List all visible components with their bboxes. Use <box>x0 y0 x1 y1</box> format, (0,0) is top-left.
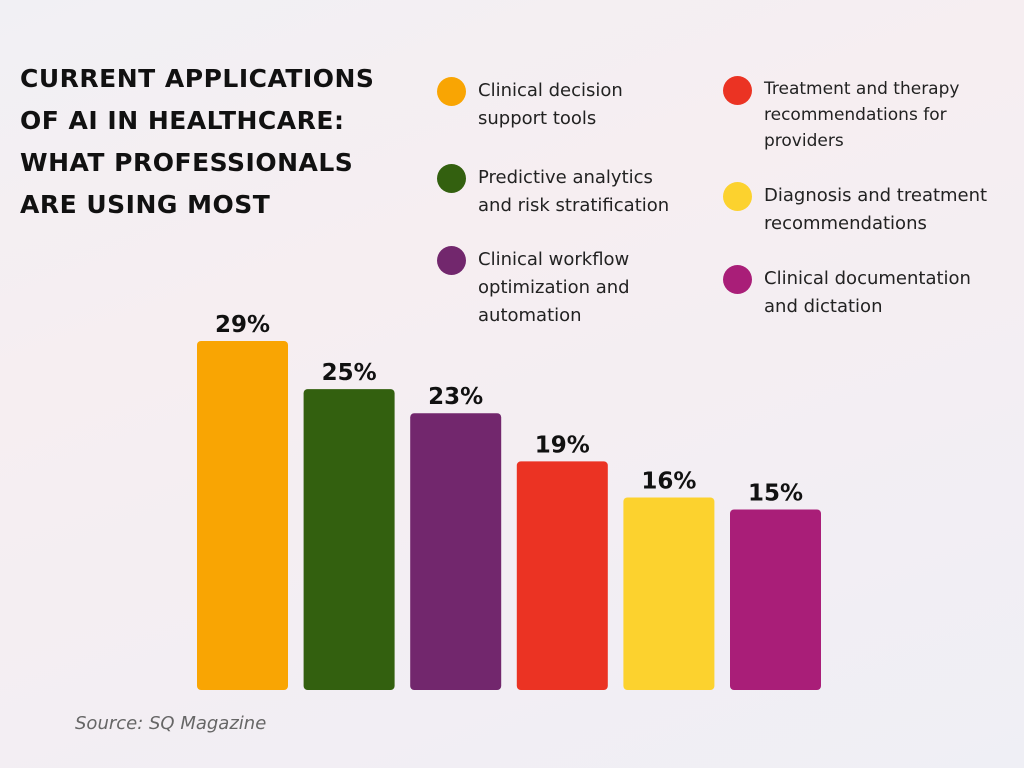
legend-item-treatment-therapy: Treatment and therapy recommendations fo… <box>723 76 959 154</box>
bar-value-label: 15% <box>748 480 803 506</box>
bar <box>623 497 715 690</box>
legend-swatch <box>723 265 752 294</box>
bar-value-label: 23% <box>428 384 483 410</box>
legend-label: Clinical workflow optimization and autom… <box>478 249 630 326</box>
bar <box>516 461 608 690</box>
legend-label: Treatment and therapy recommendations fo… <box>764 79 960 151</box>
bar-value-label: 29% <box>215 312 270 338</box>
legend-swatch <box>437 164 466 193</box>
legend-label: Clinical documentation and dictation <box>764 268 971 317</box>
legend-item-clinical-decision-support: Clinical decision support tools <box>437 77 623 133</box>
legend-swatch <box>723 182 752 211</box>
legend-swatch <box>437 246 466 275</box>
legend-label: Diagnosis and treatment recommendations <box>764 185 988 234</box>
bar <box>303 389 395 690</box>
legend-label: Clinical decision support tools <box>478 80 623 129</box>
bar-value-label: 16% <box>641 468 696 494</box>
legend-swatch <box>723 76 752 105</box>
bar <box>197 341 288 690</box>
bar <box>730 509 821 690</box>
bar-value-label: 25% <box>322 360 377 386</box>
legend-item-clinical-documentation: Clinical documentation and dictation <box>723 265 971 321</box>
legend-label: Predictive analytics and risk stratifica… <box>478 167 670 216</box>
legend-item-workflow-optimization: Clinical workflow optimization and autom… <box>437 246 630 330</box>
bar-value-label: 19% <box>535 432 590 458</box>
legend-item-diagnosis-treatment: Diagnosis and treatment recommendations <box>723 182 987 238</box>
chart-title: Current Applications of AI in Healthcare… <box>20 64 375 219</box>
source-note: Source: SQ Magazine <box>75 713 267 734</box>
legend-swatch <box>437 77 466 106</box>
bar <box>410 413 502 690</box>
legend-item-predictive-analytics: Predictive analytics and risk stratifica… <box>437 164 669 220</box>
